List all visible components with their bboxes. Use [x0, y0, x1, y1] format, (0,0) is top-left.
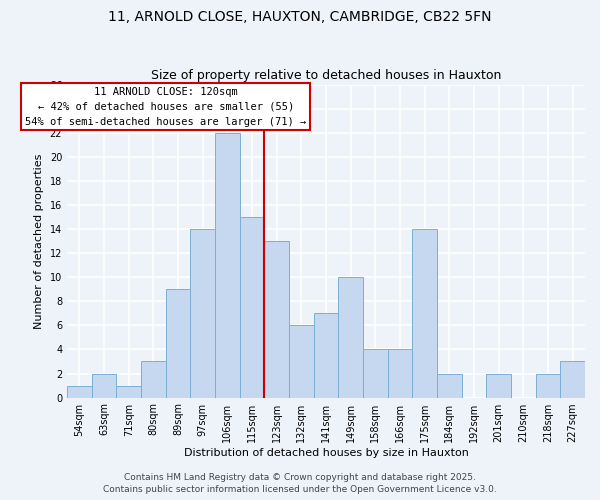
Title: Size of property relative to detached houses in Hauxton: Size of property relative to detached ho… — [151, 69, 501, 82]
X-axis label: Distribution of detached houses by size in Hauxton: Distribution of detached houses by size … — [184, 448, 469, 458]
Bar — [215, 132, 240, 398]
Bar — [338, 277, 363, 398]
Bar — [240, 217, 265, 398]
Bar — [314, 314, 338, 398]
Y-axis label: Number of detached properties: Number of detached properties — [34, 154, 44, 329]
Bar — [116, 386, 141, 398]
Bar — [166, 289, 190, 398]
Bar — [363, 350, 388, 398]
Bar — [536, 374, 560, 398]
Bar — [265, 241, 289, 398]
Bar — [412, 229, 437, 398]
Text: 11 ARNOLD CLOSE: 120sqm
← 42% of detached houses are smaller (55)
54% of semi-de: 11 ARNOLD CLOSE: 120sqm ← 42% of detache… — [25, 87, 307, 126]
Bar — [289, 326, 314, 398]
Bar — [190, 229, 215, 398]
Text: Contains HM Land Registry data © Crown copyright and database right 2025.
Contai: Contains HM Land Registry data © Crown c… — [103, 472, 497, 494]
Bar — [437, 374, 461, 398]
Bar — [388, 350, 412, 398]
Bar — [141, 362, 166, 398]
Bar — [92, 374, 116, 398]
Bar — [67, 386, 92, 398]
Bar — [487, 374, 511, 398]
Text: 11, ARNOLD CLOSE, HAUXTON, CAMBRIDGE, CB22 5FN: 11, ARNOLD CLOSE, HAUXTON, CAMBRIDGE, CB… — [108, 10, 492, 24]
Bar — [560, 362, 585, 398]
